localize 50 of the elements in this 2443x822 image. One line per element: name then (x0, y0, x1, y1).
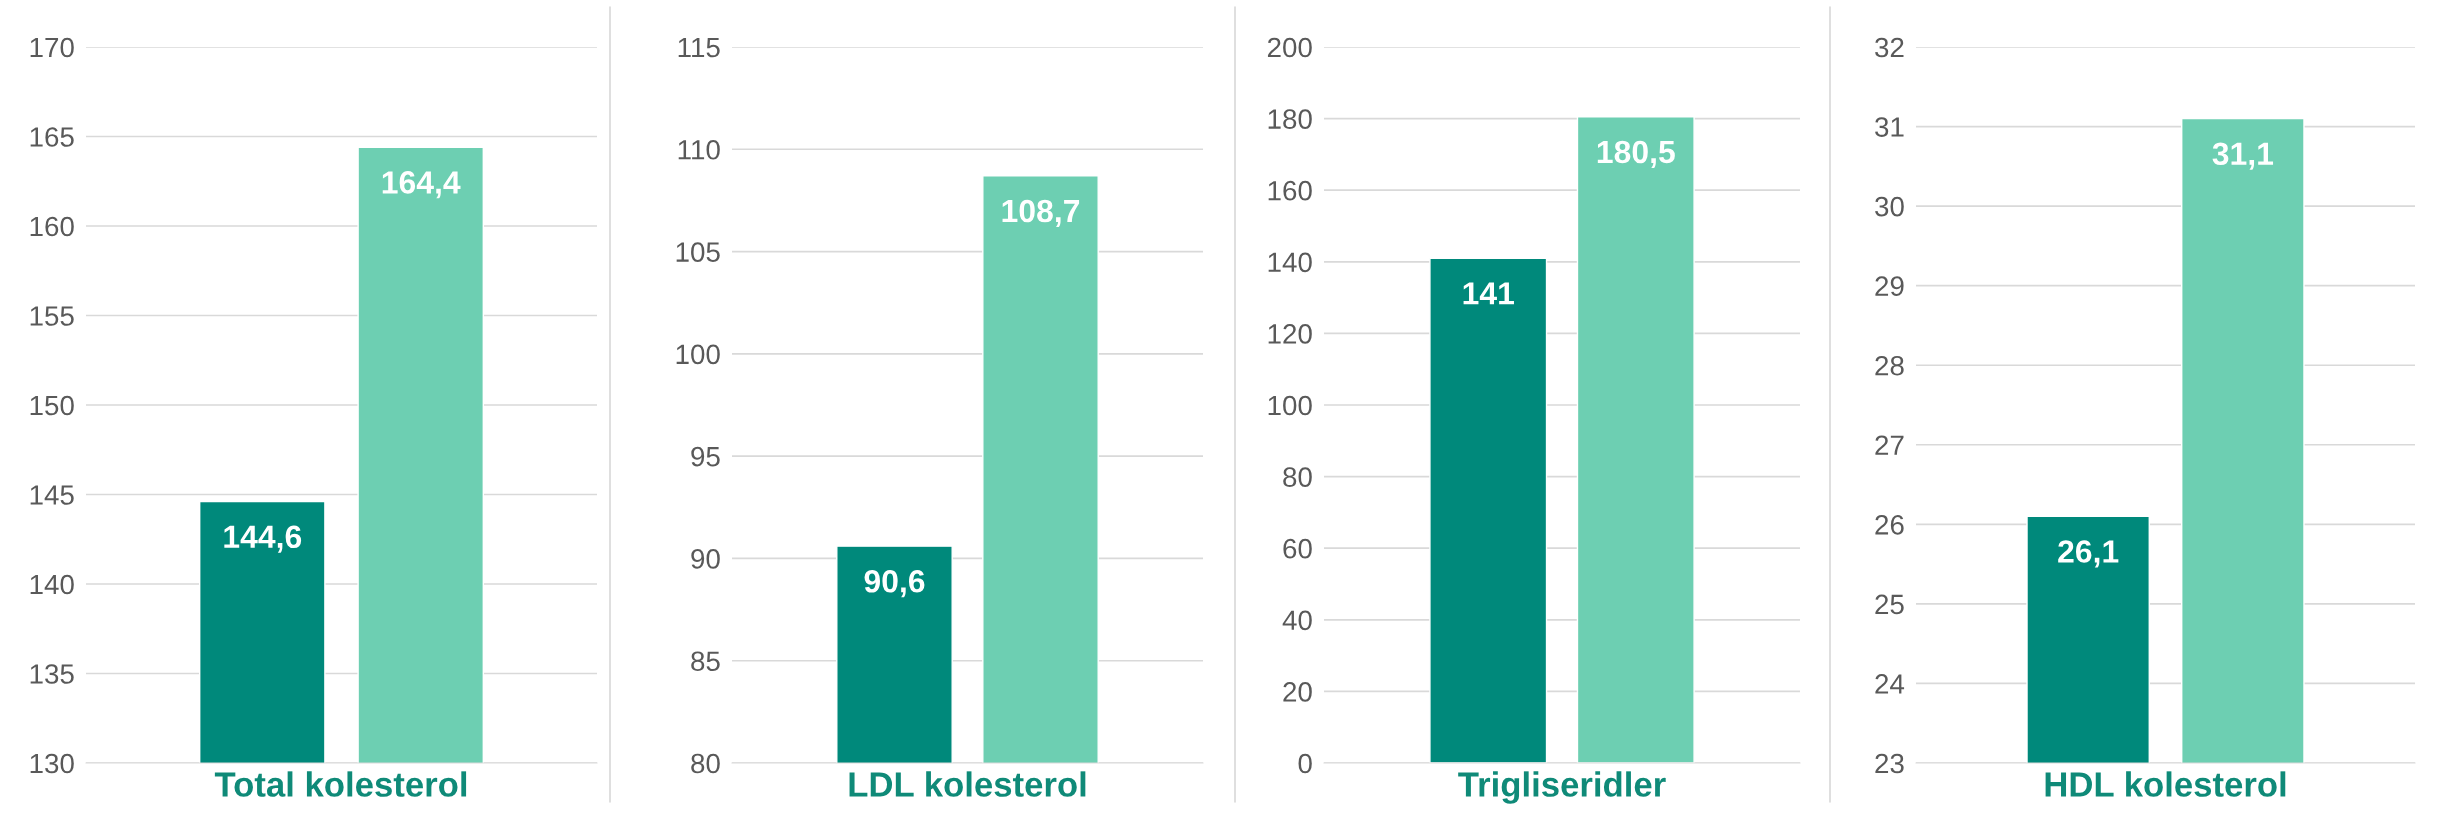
y-tick-label: 20 (1283, 682, 1312, 702)
y-tick-label: 170 (30, 37, 74, 58)
data-label: 31,1 (2212, 142, 2274, 170)
y-tick-label: 165 (30, 127, 74, 147)
y-tick-label: 110 (678, 139, 720, 160)
y-tick-label: 40 (1282, 610, 1312, 631)
y-tick-label: 160 (1268, 180, 1312, 201)
y-tick-label: 120 (1268, 324, 1312, 344)
y-tick-label: 28 (1875, 355, 1904, 376)
y-tick-label: 29 (1875, 276, 1904, 297)
x-tick-label: LDL kolesterol (849, 771, 1086, 797)
data-label: 144,6 (224, 525, 302, 553)
y-tick-label: 140 (1268, 252, 1312, 273)
y-tick-label: 160 (30, 216, 74, 237)
y-tick-label: 135 (30, 664, 74, 684)
y-tick-label: 90 (691, 549, 720, 569)
data-label: 180,5 (1597, 140, 1675, 168)
y-tick-label: 155 (30, 306, 74, 326)
y-tick-label: 150 (30, 395, 74, 416)
y-tick-label: 100 (676, 344, 720, 365)
y-tick-label: 23 (1875, 753, 1904, 774)
y-tick-label: 105 (676, 242, 720, 262)
y-tick-label: 95 (691, 446, 720, 467)
y-tick-label: 180 (1268, 109, 1312, 129)
x-tick-label: HDL kolesterol (2045, 771, 2286, 797)
y-tick-label: 140 (30, 574, 74, 595)
data-label: 164,4 (382, 171, 461, 199)
y-tick-label: 80 (691, 753, 720, 774)
data-label: 108,7 (1002, 199, 1080, 227)
y-tick-label: 0 (1298, 753, 1312, 774)
y-tick-label: 80 (1283, 467, 1312, 487)
y-tick-label: 115 (678, 37, 720, 58)
y-tick-label: 85 (691, 651, 720, 672)
y-tick-label: 25 (1875, 594, 1904, 615)
data-label: 141 (1463, 282, 1514, 305)
y-tick-label: 31 (1875, 117, 1904, 137)
x-tick-label: Total kolesterol (214, 771, 467, 797)
y-tick-label: 24 (1875, 674, 1905, 694)
x-tick-label: Trigliseridler (1458, 771, 1666, 804)
y-tick-label: 30 (1875, 196, 1904, 217)
y-tick-label: 130 (30, 753, 74, 774)
data-label: 90,6 (864, 570, 925, 598)
y-tick-label: 26 (1875, 515, 1904, 535)
y-tick-label: 32 (1875, 37, 1904, 58)
y-tick-label: 27 (1875, 435, 1904, 455)
y-tick-label: 60 (1283, 538, 1312, 559)
y-tick-label: 200 (1267, 37, 1312, 58)
data-label: 26,1 (2058, 540, 2119, 568)
y-tick-label: 100 (1268, 395, 1312, 416)
y-tick-label: 145 (30, 485, 74, 505)
